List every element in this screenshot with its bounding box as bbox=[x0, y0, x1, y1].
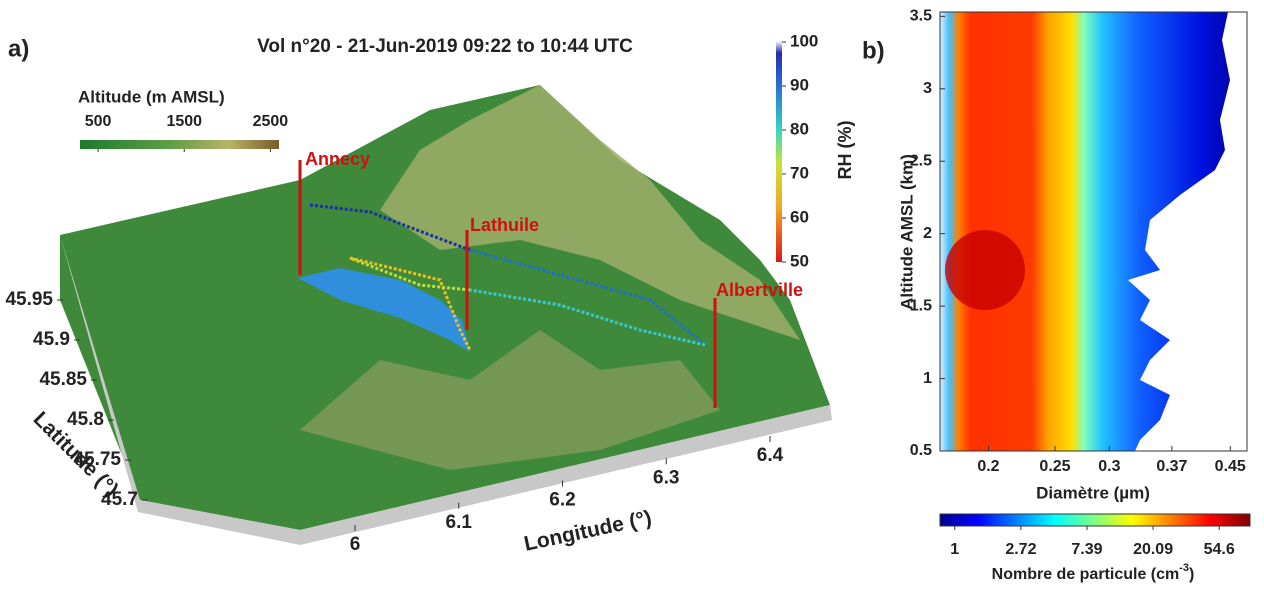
rh-tick-label: 60 bbox=[790, 207, 809, 226]
track bbox=[349, 256, 472, 351]
track bbox=[469, 248, 706, 347]
track bbox=[349, 256, 471, 292]
altitude-tick-label: 1500 bbox=[166, 113, 202, 130]
y-tick-label: 3.5 bbox=[910, 8, 932, 25]
x-axis-label: Diamètre (µm) bbox=[1036, 483, 1150, 502]
rh-tick-label: 50 bbox=[790, 251, 809, 270]
rh-tick-label: 80 bbox=[790, 119, 809, 138]
y-tick-label: 3 bbox=[923, 80, 932, 97]
longitude-tick-label: 6.4 bbox=[757, 445, 784, 466]
track bbox=[309, 203, 471, 252]
rh-colorbar bbox=[776, 42, 782, 262]
longitude-label: Longitude (°) bbox=[522, 506, 654, 555]
terrain-ridge bbox=[380, 85, 800, 340]
longitude-tick-label: 6.3 bbox=[653, 467, 679, 488]
x-tick-label: 0.2 bbox=[977, 458, 999, 475]
colorbar-title-end: ) bbox=[1189, 566, 1194, 583]
latitude-tick-label: 45.8 bbox=[67, 409, 104, 430]
x-tick-label: 0.3 bbox=[1098, 458, 1120, 475]
colorbar-tick-label: 7.39 bbox=[1071, 541, 1102, 558]
colorbar bbox=[939, 513, 1251, 527]
rh-tick-label: 70 bbox=[790, 163, 809, 182]
panel-label: a) bbox=[8, 35, 29, 62]
y-axis-label: Altitude AMSL (km) bbox=[897, 154, 916, 310]
y-tick-label: 2.5 bbox=[910, 152, 932, 169]
plot-frame bbox=[939, 11, 1248, 452]
rh-colorbar-title: RH (%) bbox=[835, 121, 855, 180]
colorbar-title: Nombre de particule (cm-3) bbox=[992, 562, 1195, 583]
rh-tick-label: 100 bbox=[790, 31, 818, 50]
latitude-tick-label: 45.75 bbox=[73, 449, 121, 470]
latitude-tick-label: 45.95 bbox=[5, 289, 53, 310]
place-label: Lathuile bbox=[470, 215, 539, 235]
panel-label: b) bbox=[862, 37, 885, 64]
panel-a: a) Vol n°20 - 21-Jun-2019 09:22 to 10:44… bbox=[8, 35, 855, 555]
y-tick-label: 2 bbox=[923, 225, 932, 242]
y-tick-label: 0.5 bbox=[910, 442, 932, 459]
colorbar-title-exponent: -3 bbox=[1179, 562, 1189, 574]
x-tick-label: 0.37 bbox=[1156, 458, 1187, 475]
lake bbox=[298, 268, 470, 352]
latitude-tick-label: 45.9 bbox=[33, 329, 70, 350]
altitude-colorbar bbox=[80, 140, 279, 149]
longitude-tick-label: 6 bbox=[350, 534, 361, 555]
title: Vol n°20 - 21-Jun-2019 09:22 to 10:44 UT… bbox=[257, 36, 633, 57]
colorbar-tick-label: 20.09 bbox=[1133, 541, 1173, 558]
altitude-tick-label: 2500 bbox=[253, 113, 289, 130]
panel-b: b) Altitude AMSL (km) Diamètre (µm) Nomb… bbox=[862, 11, 1251, 583]
place-label: Annecy bbox=[305, 149, 370, 169]
latitude-tick-label: 45.7 bbox=[101, 489, 138, 510]
place-label: Albertville bbox=[716, 280, 803, 300]
rh-tick-label: 90 bbox=[790, 75, 809, 94]
track bbox=[469, 288, 706, 347]
y-tick-label: 1 bbox=[923, 370, 932, 387]
latitude-tick-label: 45.85 bbox=[39, 369, 87, 390]
colorbar-tick-label: 2.72 bbox=[1005, 541, 1036, 558]
altitude-colorbar-title: Altitude (m AMSL) bbox=[78, 87, 225, 106]
x-tick-label: 0.45 bbox=[1215, 458, 1246, 475]
x-tick-label: 0.25 bbox=[1039, 458, 1070, 475]
y-tick-label: 1.5 bbox=[910, 297, 932, 314]
longitude-tick-label: 6.2 bbox=[549, 490, 575, 511]
heatmap-blob bbox=[945, 230, 1025, 310]
terrain-ridge bbox=[300, 330, 720, 470]
longitude-tick-label: 6.1 bbox=[446, 512, 473, 533]
colorbar-title-text: Nombre de particule (cm bbox=[992, 566, 1180, 583]
altitude-tick-label: 500 bbox=[85, 113, 112, 130]
colorbar-tick-label: 54.6 bbox=[1204, 541, 1235, 558]
colorbar-tick-label: 1 bbox=[950, 541, 959, 558]
no-data bbox=[1128, 12, 1247, 451]
